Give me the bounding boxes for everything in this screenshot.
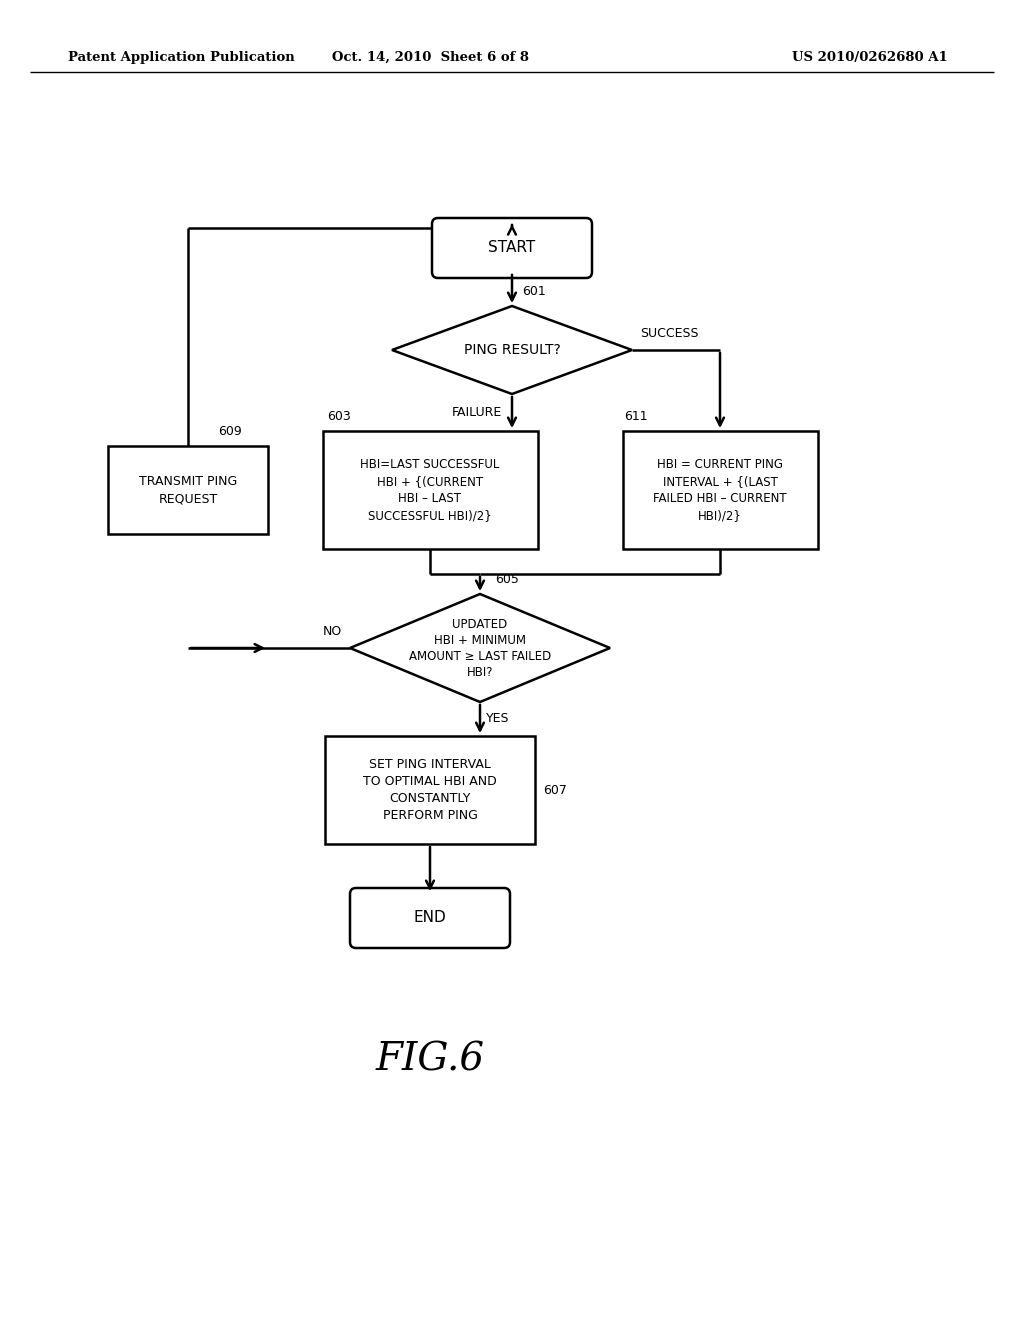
Polygon shape xyxy=(392,306,632,393)
Text: 611: 611 xyxy=(625,411,648,422)
Text: NO: NO xyxy=(323,624,342,638)
Text: Oct. 14, 2010  Sheet 6 of 8: Oct. 14, 2010 Sheet 6 of 8 xyxy=(332,50,528,63)
Text: 601: 601 xyxy=(522,285,546,298)
Text: YES: YES xyxy=(486,711,510,725)
Text: FAILURE: FAILURE xyxy=(452,407,502,418)
Text: SUCCESS: SUCCESS xyxy=(640,327,698,341)
Text: HBI = CURRENT PING
INTERVAL + {(LAST
FAILED HBI – CURRENT
HBI)/2}: HBI = CURRENT PING INTERVAL + {(LAST FAI… xyxy=(653,458,786,521)
Text: END: END xyxy=(414,911,446,925)
Text: PING RESULT?: PING RESULT? xyxy=(464,343,560,356)
Text: 609: 609 xyxy=(218,425,242,438)
Text: Patent Application Publication: Patent Application Publication xyxy=(68,50,295,63)
Text: FIG.6: FIG.6 xyxy=(376,1041,484,1078)
Text: US 2010/0262680 A1: US 2010/0262680 A1 xyxy=(793,50,948,63)
Bar xyxy=(323,432,538,549)
FancyBboxPatch shape xyxy=(432,218,592,279)
Text: SET PING INTERVAL
TO OPTIMAL HBI AND
CONSTANTLY
PERFORM PING: SET PING INTERVAL TO OPTIMAL HBI AND CON… xyxy=(364,758,497,822)
Text: UPDATED
HBI + MINIMUM
AMOUNT ≥ LAST FAILED
HBI?: UPDATED HBI + MINIMUM AMOUNT ≥ LAST FAIL… xyxy=(409,618,551,678)
FancyBboxPatch shape xyxy=(350,888,510,948)
Bar xyxy=(325,737,535,843)
Text: 603: 603 xyxy=(328,411,351,422)
Bar xyxy=(623,432,817,549)
Polygon shape xyxy=(350,594,610,702)
Text: HBI=LAST SUCCESSFUL
HBI + {(CURRENT
HBI – LAST
SUCCESSFUL HBI)/2}: HBI=LAST SUCCESSFUL HBI + {(CURRENT HBI … xyxy=(360,458,500,521)
Text: 605: 605 xyxy=(495,573,519,586)
Text: 607: 607 xyxy=(543,784,567,796)
Text: START: START xyxy=(488,240,536,256)
Text: TRANSMIT PING
REQUEST: TRANSMIT PING REQUEST xyxy=(139,475,238,506)
Bar xyxy=(108,446,268,535)
